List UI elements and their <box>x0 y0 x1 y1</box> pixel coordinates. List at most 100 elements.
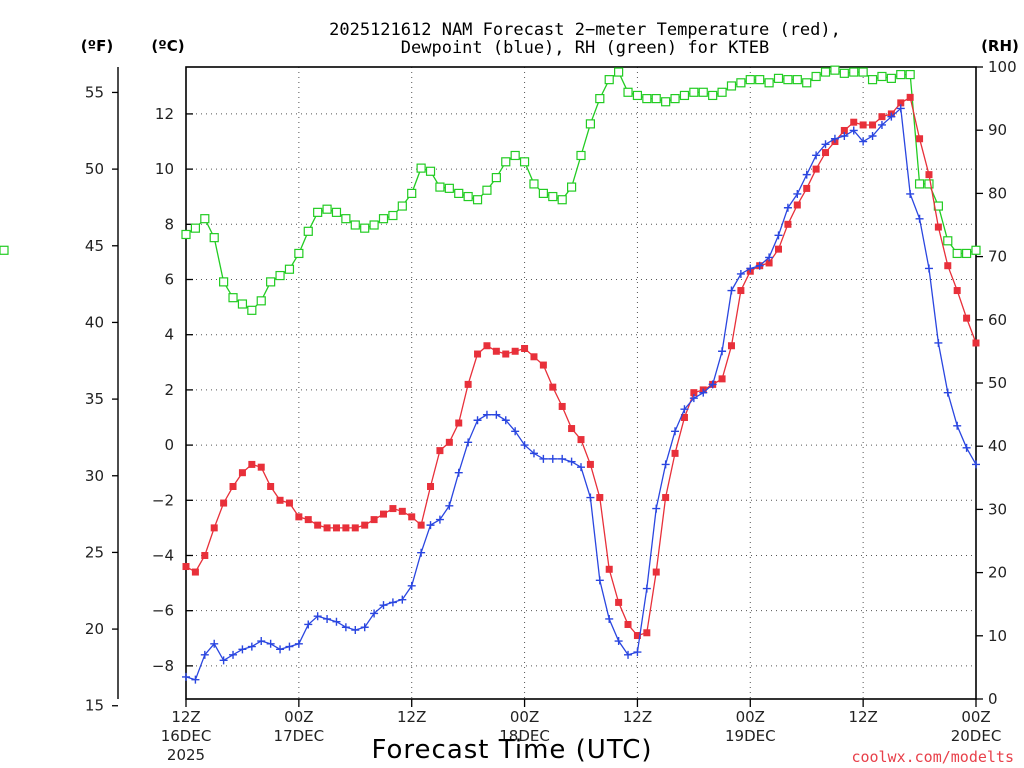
rh-point <box>388 210 398 221</box>
dewpoint-point <box>454 468 463 477</box>
temperature-point <box>380 510 387 518</box>
temperature-line <box>185 96 977 637</box>
dewpoint-point <box>464 438 473 447</box>
temperature-point <box>191 568 199 576</box>
rh-point <box>209 233 219 243</box>
rh-tick-label: 70 <box>988 248 1007 266</box>
dewpoint-point <box>821 140 830 149</box>
temperature-point <box>643 629 651 637</box>
dewpoint-point <box>360 623 369 632</box>
dewpoint-point <box>379 601 388 610</box>
date-tick-label: 18DEC <box>499 727 550 745</box>
dewpoint-point <box>294 639 303 648</box>
dewpoint-point <box>511 427 520 436</box>
rh-point <box>755 75 765 85</box>
rh-tick-label: 80 <box>988 184 1007 202</box>
temperature-point <box>220 499 228 507</box>
temperature-point <box>530 353 538 361</box>
rh-point <box>952 248 962 259</box>
temperature-point <box>577 436 585 444</box>
grid-lines <box>186 67 976 699</box>
dewpoint-point <box>943 388 952 397</box>
temperature-point <box>916 135 924 143</box>
rh-point <box>322 204 332 214</box>
rh-point <box>792 75 802 85</box>
temperature-point <box>596 494 604 502</box>
rh-point <box>228 293 238 303</box>
celsius-axis: −8 −6 −4 −2 0 2 4 6 8 10 12 <box>152 105 193 675</box>
temperature-point <box>361 521 369 529</box>
fahrenheit-axis: 15 20 25 30 35 40 45 50 55 <box>85 67 119 715</box>
temperature-point <box>737 287 745 295</box>
temperature-point <box>727 342 735 350</box>
time-tick-label: 00Z <box>961 708 990 726</box>
celsius-tick-label: −8 <box>152 657 174 675</box>
dewpoint-point <box>210 639 219 648</box>
temperature-point <box>539 361 547 369</box>
celsius-tick-label: 12 <box>155 105 174 123</box>
rh-tick-label: 50 <box>988 374 1007 392</box>
rh-point <box>435 182 445 192</box>
fahrenheit-tick-label: 55 <box>85 83 104 101</box>
dewpoint-point <box>680 405 689 414</box>
rh-point <box>463 191 473 202</box>
temperature-point <box>351 524 359 532</box>
rh-tick-label: 60 <box>988 311 1007 329</box>
dewpoint-point <box>426 521 435 530</box>
temperature-point <box>210 524 218 532</box>
temperature-point <box>238 469 246 477</box>
rh-point <box>943 236 953 246</box>
rh-point <box>877 71 887 82</box>
dewpoint-point <box>727 286 736 295</box>
dewpoint-series <box>182 104 980 684</box>
rh-point <box>538 188 548 198</box>
temperature-point <box>342 524 350 532</box>
title-block: 2025121612 NAM Forecast 2−meter Temperat… <box>329 20 841 58</box>
dewpoint-point <box>840 131 849 140</box>
temperature-point <box>925 171 933 179</box>
temperature-point <box>878 113 886 121</box>
rh-point <box>472 195 483 205</box>
temperature-point <box>671 449 679 457</box>
temperature-point <box>285 499 293 507</box>
rh-point <box>190 223 201 233</box>
dewpoint-point <box>924 264 933 273</box>
dewpoint-point <box>962 443 971 452</box>
rh-point <box>896 69 906 80</box>
rh-point <box>416 163 426 173</box>
temperature-point <box>182 563 190 571</box>
temperature-point <box>483 342 491 350</box>
celsius-unit-label: (ºC) <box>151 37 184 55</box>
time-tick-label: 00Z <box>736 708 765 726</box>
chart-title: 2025121612 NAM Forecast 2−meter Temperat… <box>329 20 841 40</box>
rh-point <box>717 87 727 97</box>
dewpoint-point <box>595 576 604 585</box>
temperature-point <box>332 524 340 532</box>
credit-text: coolwx.com/modelts <box>851 748 1014 766</box>
temperature-point <box>812 165 820 173</box>
temperature-point <box>276 496 284 504</box>
rh-point <box>858 67 868 77</box>
dewpoint-point <box>285 642 294 651</box>
time-tick-label: 00Z <box>284 708 313 726</box>
celsius-tick-label: −4 <box>152 546 174 564</box>
temperature-point <box>680 413 688 421</box>
temperature-point <box>662 494 670 502</box>
temperature-point <box>793 201 801 209</box>
temperature-point <box>586 460 594 468</box>
rh-point <box>576 150 586 161</box>
dewpoint-point <box>435 515 444 524</box>
rh-point <box>219 277 229 287</box>
dewpoint-point <box>388 598 397 607</box>
rh-point <box>670 93 680 104</box>
rh-point <box>595 93 605 104</box>
fahrenheit-tick-label: 30 <box>85 467 104 485</box>
dewpoint-point <box>746 264 755 273</box>
dewpoint-point <box>972 460 980 469</box>
dewpoint-point <box>896 104 905 113</box>
rh-point <box>350 220 360 230</box>
rh-point <box>501 157 511 167</box>
rh-point <box>614 67 624 77</box>
rh-point <box>566 182 577 192</box>
